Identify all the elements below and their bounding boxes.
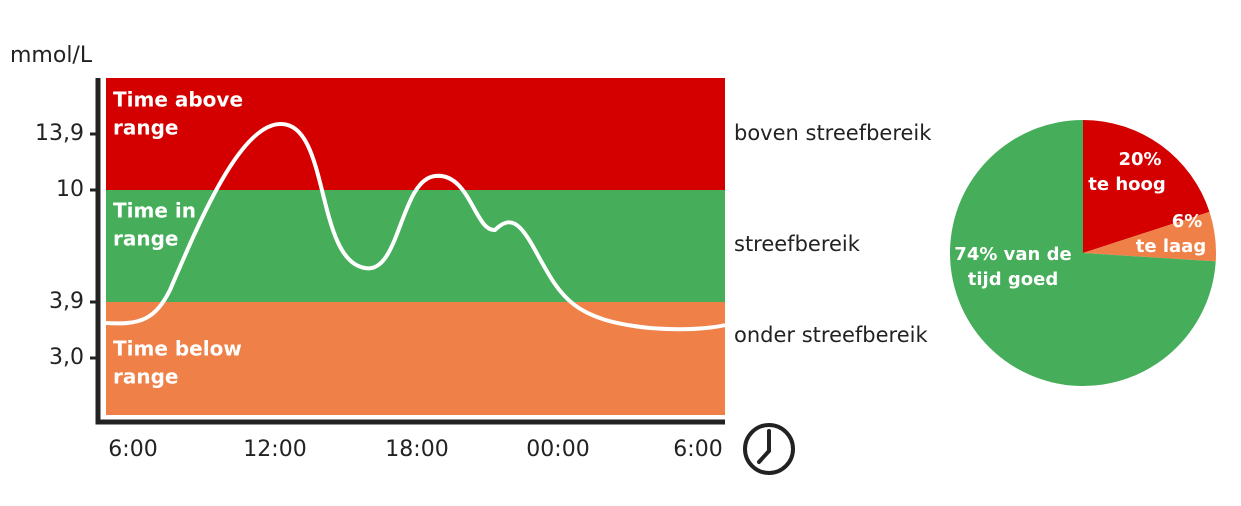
band-label: Time above xyxy=(113,88,243,112)
y-ticks xyxy=(90,132,98,360)
pie-label: 74% van de xyxy=(954,244,1071,265)
band-high xyxy=(106,78,725,190)
zone-label: boven streefbereik xyxy=(734,121,932,145)
pie-label: tijd goed xyxy=(968,269,1058,290)
pie-chart xyxy=(950,120,1216,387)
zone-label: onder streefbereik xyxy=(734,323,928,347)
x-tick-label: 12:00 xyxy=(243,437,306,462)
axes xyxy=(95,78,725,425)
y-tick-label: 10 xyxy=(56,177,84,202)
x-tick-label: 6:00 xyxy=(108,437,157,462)
band-label: range xyxy=(113,365,178,389)
pie-label: te laag xyxy=(1136,236,1206,257)
pie-slice xyxy=(1083,211,1216,262)
band-in xyxy=(106,190,725,302)
zone-label: streefbereik xyxy=(734,232,861,256)
band-label: range xyxy=(113,227,178,251)
band-label: range xyxy=(113,116,178,140)
x-tick-label: 18:00 xyxy=(385,437,448,462)
y-tick-label: 3,9 xyxy=(49,289,84,314)
pie-slice xyxy=(1083,120,1210,253)
band-label: Time below xyxy=(113,337,242,361)
band-low xyxy=(106,302,725,415)
x-tick-label: 00:00 xyxy=(526,437,589,462)
clock-icon xyxy=(743,423,795,475)
y-tick-label: 13,9 xyxy=(35,121,84,146)
glucose-curve xyxy=(105,121,726,332)
y-tick-label: 3,0 xyxy=(49,345,84,370)
pie-label: 20% xyxy=(1118,149,1161,170)
band-label: Time in xyxy=(113,199,196,223)
x-tick-label: 6:00 xyxy=(673,437,722,462)
pie-label: 6% xyxy=(1172,211,1203,232)
pie-slice xyxy=(950,120,1216,387)
pie-label: te hoog xyxy=(1088,174,1166,195)
y-axis-label: mmol/L xyxy=(10,43,93,68)
